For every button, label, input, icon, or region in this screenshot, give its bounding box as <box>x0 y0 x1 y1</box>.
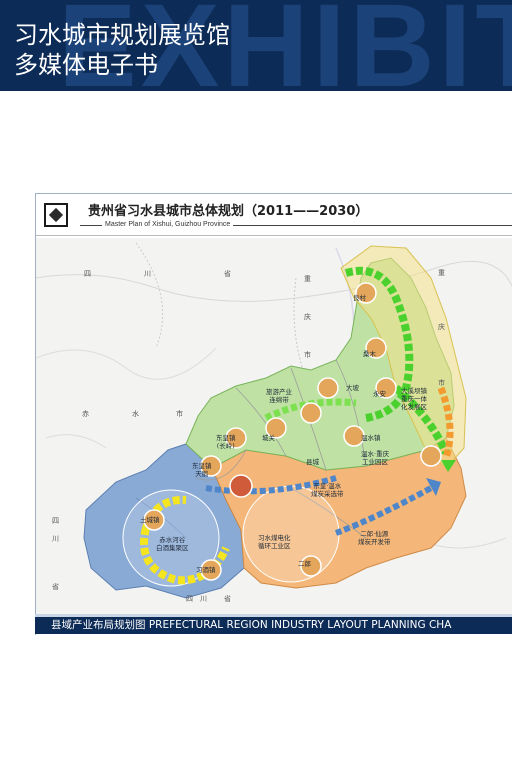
context-label: 省 <box>224 595 231 603</box>
industry-layout-map <box>36 238 512 618</box>
map-title: 贵州省习水县城市总体规划（2011——2030） <box>88 204 369 219</box>
town-markers <box>143 282 442 581</box>
zone-label-dapo: 大坡 <box>346 384 359 392</box>
zone-label-coal-belt: 东皇·温水 煤炭采选带 <box>311 482 344 498</box>
context-label: 庆 <box>438 323 445 331</box>
context-label: 市 <box>304 351 311 359</box>
caption-rule <box>35 614 512 617</box>
context-label: 水 <box>132 410 139 418</box>
zone-label-east-dongshi: 东皇镇 天鹅 <box>192 462 212 478</box>
zone-label-chengguan: 城关 <box>262 434 275 442</box>
zone-label-xian: 县城 <box>306 458 319 466</box>
map-header: 贵州省习水县城市总体规划（2011——2030） Master Plan of … <box>36 194 512 238</box>
orange-belt-arrow <box>437 386 454 460</box>
context-label: 川 <box>144 270 151 278</box>
zone-label-erlang-coal: 二郎·仙源 煤炭开发带 <box>358 530 391 546</box>
context-label: 省 <box>224 270 231 278</box>
zone-label-xishui-coal: 习水煤电化 循环工业区 <box>258 534 291 550</box>
context-label: 四 <box>52 517 59 525</box>
context-label: 四 <box>186 595 193 603</box>
header-watermark: EXHIBIT <box>58 0 512 91</box>
zone-label-youzhong: 永安 <box>373 390 386 398</box>
map-subtitle: Master Plan of Xishui, Guizhou Province <box>102 221 234 228</box>
zone-label-sangmu: 桑木 <box>363 350 376 358</box>
zone-label-erlang: 二郎 <box>298 560 311 568</box>
page-title-line1: 习水城市规划展览馆 <box>14 21 230 49</box>
zone-label-wenshui-town: 温水镇 <box>361 434 381 442</box>
context-label: 省 <box>52 583 59 591</box>
zone-label-wenshui-zone: 温水·重庆 工业园区 <box>361 450 390 466</box>
zone-label-tourism: 旅游产业 连绵带 <box>266 388 292 404</box>
zone-label-chishui-river: 赤水河谷 白酒集聚区 <box>156 536 189 552</box>
page-title-line2: 多媒体电子书 <box>14 51 158 79</box>
map-header-rule <box>80 225 512 226</box>
page-title: 习水城市规划展览馆 多媒体电子书 <box>14 20 230 80</box>
page-header: EXHIBIT 习水城市规划展览馆 多媒体电子书 <box>0 0 512 91</box>
context-label: 川 <box>200 595 207 603</box>
context-label: 重 <box>304 275 311 283</box>
zone-label-dongshi: 东皇镇 (长岭) <box>216 434 236 450</box>
context-label: 市 <box>176 410 183 418</box>
context-label: 四 <box>84 270 91 278</box>
zone-label-longqiao: 良村 <box>353 294 366 302</box>
figure-caption: 县域产业布局规划图 PREFECTURAL REGION INDUSTRY LA… <box>35 617 512 634</box>
context-label: 庆 <box>304 313 311 321</box>
planning-logo-icon <box>44 203 68 227</box>
context-label: 市 <box>438 379 445 387</box>
zone-label-xijiang: 习酒镇 <box>196 566 216 574</box>
map-header-divider <box>36 235 512 236</box>
zone-label-tuchen: 土城镇 <box>140 516 160 524</box>
zone-label-chongqing-zone: 大溪坝镇 重庆一体 化发展区 <box>401 387 427 411</box>
context-label: 川 <box>52 535 59 543</box>
map-figure: 贵州省习水县城市总体规划（2011——2030） Master Plan of … <box>35 193 512 635</box>
context-label: 重 <box>438 269 445 277</box>
green-belt-arrow <box>344 266 414 422</box>
coal-belt-arrow <box>205 475 337 495</box>
context-label: 赤 <box>82 410 89 418</box>
